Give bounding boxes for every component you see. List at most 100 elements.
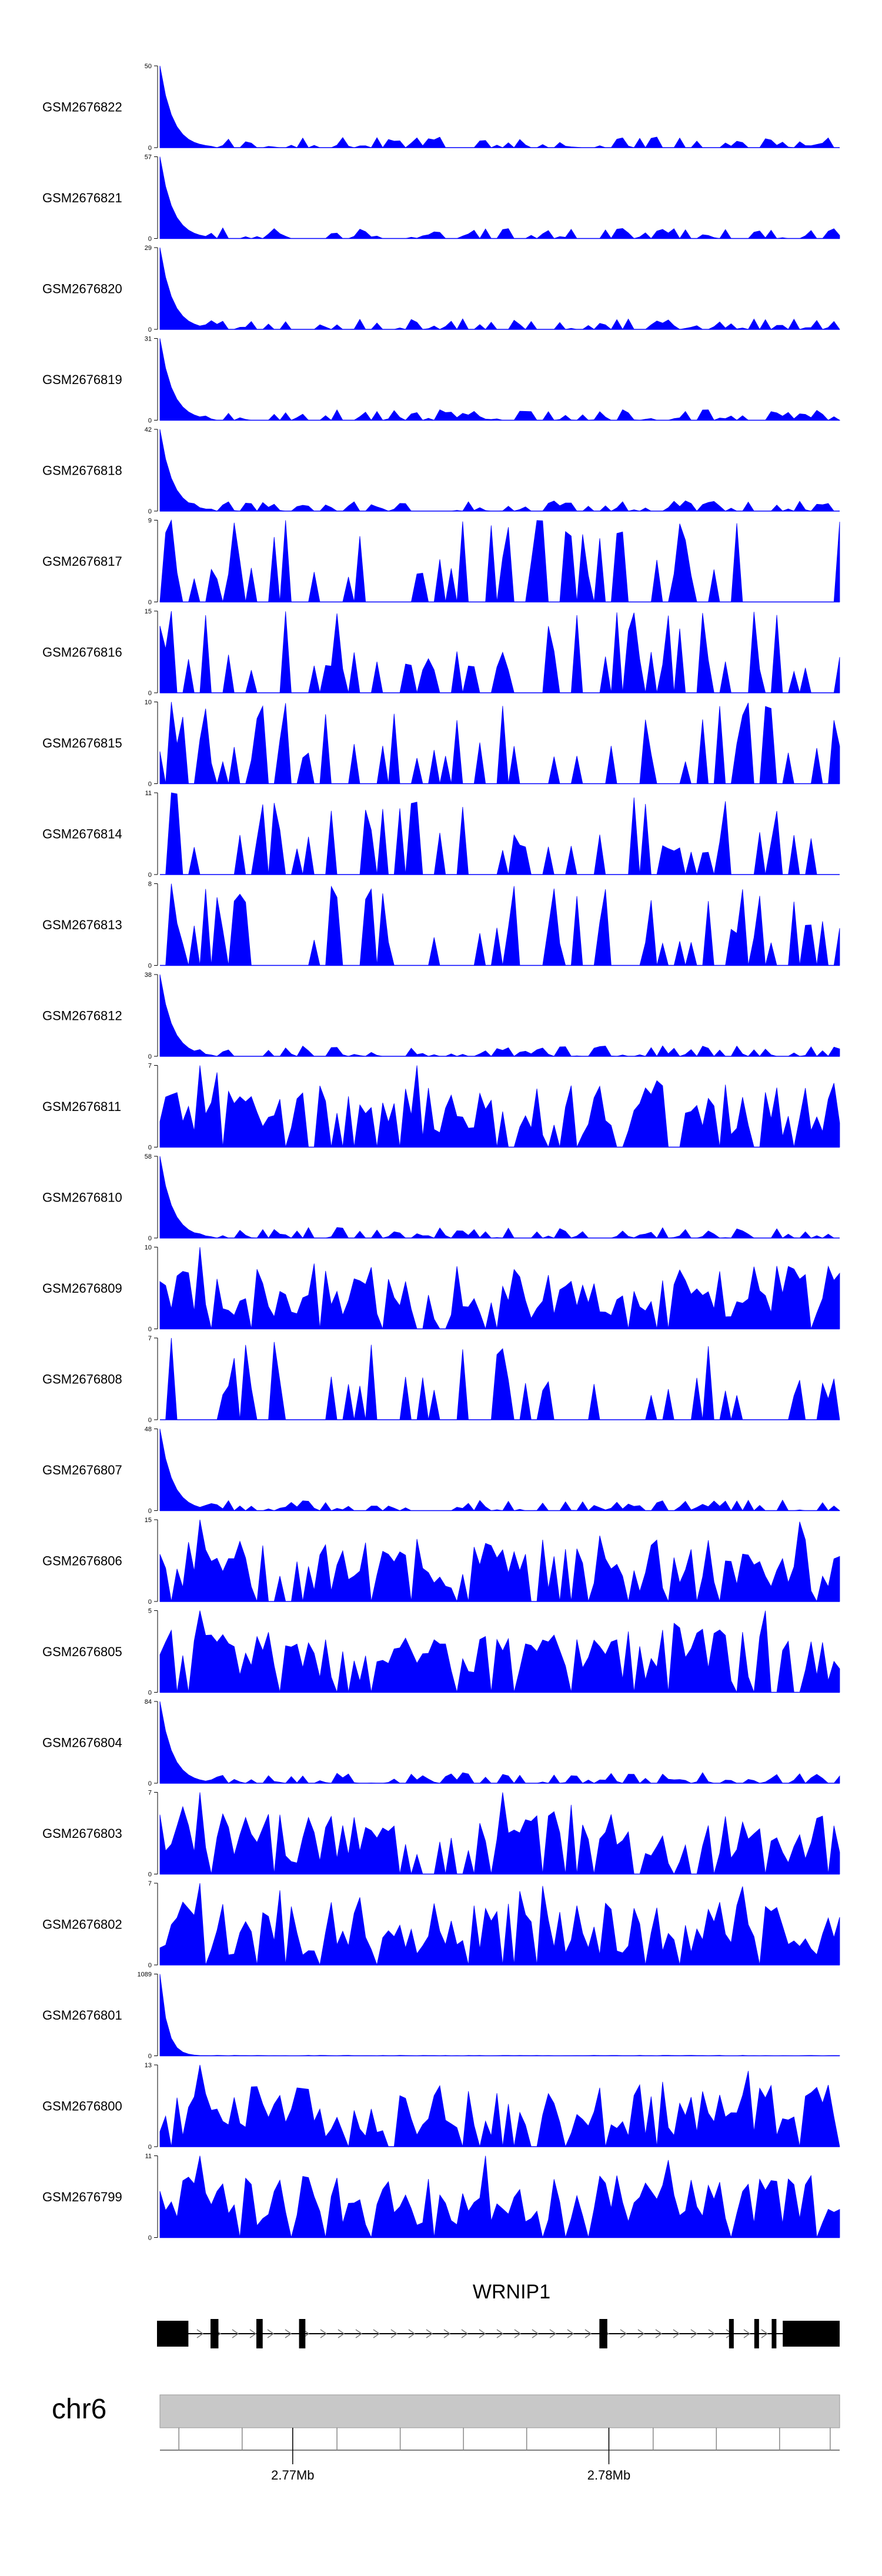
- y-min-label: 0: [148, 236, 152, 243]
- strand-chevron: [479, 2329, 486, 2338]
- coverage-area: [160, 1337, 840, 1420]
- track-label: GSM2676803: [42, 1826, 122, 1841]
- y-max-label: 42: [145, 426, 152, 433]
- y-min-label: 0: [148, 781, 152, 788]
- signal-track: GSM2676817 9 0: [42, 518, 840, 606]
- exon: [783, 2321, 840, 2347]
- track-label: GSM2676801: [42, 2008, 122, 2023]
- strand-chevron: [443, 2329, 451, 2338]
- strand-chevron: [496, 2329, 504, 2338]
- coverage-area: [159, 338, 841, 421]
- coverage-area: [159, 156, 840, 239]
- y-min-label: 0: [148, 2235, 152, 2242]
- gene-model: WRNIP1: [157, 2281, 840, 2348]
- chromosome-name: chr6: [52, 2394, 106, 2425]
- y-max-label: 38: [145, 972, 152, 979]
- track-label: GSM2676810: [42, 1190, 122, 1205]
- signal-track: GSM2676813 8 0: [42, 881, 840, 970]
- y-max-label: 7: [148, 1790, 152, 1797]
- signal-track: GSM2676801 1089 0: [42, 1971, 840, 2060]
- y-max-label: 15: [145, 608, 152, 615]
- exon: [729, 2319, 734, 2348]
- track-label: GSM2676799: [42, 2190, 122, 2204]
- signal-track: GSM2676805 5 0: [42, 1608, 840, 1697]
- coverage-area: [159, 1974, 840, 2056]
- y-max-label: 7: [148, 1063, 152, 1070]
- strand-chevron: [567, 2329, 574, 2338]
- y-min-label: 0: [148, 1871, 152, 1878]
- strand-chevron: [637, 2329, 645, 2338]
- y-max-label: 58: [145, 1153, 152, 1160]
- strand-chevron: [655, 2329, 663, 2338]
- y-min-label: 0: [148, 508, 152, 515]
- signal-track: GSM2676822 50 0: [42, 63, 840, 152]
- coverage-area: [160, 883, 840, 966]
- strand-chevron: [584, 2329, 592, 2338]
- y-min-label: 0: [148, 963, 152, 970]
- y-min-label: 0: [148, 2144, 152, 2151]
- signal-track: GSM2676812 38 0: [42, 972, 840, 1060]
- strand-chevron: [196, 2329, 204, 2338]
- signal-track: GSM2676799 11 0: [42, 2153, 840, 2242]
- strand-chevron: [461, 2329, 469, 2338]
- track-label: GSM2676816: [42, 645, 122, 660]
- strand-chevron: [373, 2329, 380, 2338]
- y-min-label: 0: [148, 1962, 152, 1969]
- signal-track: GSM2676820 29 0: [42, 245, 840, 333]
- signal-track: GSM2676803 7 0: [42, 1790, 840, 1878]
- y-max-label: 9: [148, 518, 152, 525]
- exon: [754, 2319, 759, 2348]
- y-min-label: 0: [148, 1144, 152, 1152]
- chromosome-axis: chr6 2.77Mb 2.78Mb: [52, 2394, 840, 2482]
- strand-chevron: [408, 2329, 416, 2338]
- coverage-area: [159, 1519, 840, 1603]
- track-label: GSM2676800: [42, 2099, 122, 2114]
- coverage-area: [159, 1610, 840, 1693]
- strand-chevron: [761, 2329, 769, 2338]
- y-min-label: 0: [148, 1235, 152, 1242]
- y-max-label: 15: [145, 1517, 152, 1524]
- signal-track: GSM2676802 7 0: [42, 1880, 840, 1969]
- y-min-label: 0: [148, 872, 152, 879]
- coverage-area: [159, 1792, 840, 1875]
- y-max-label: 29: [145, 245, 152, 252]
- strand-chevron: [532, 2329, 539, 2338]
- coverage-area: [159, 247, 840, 330]
- coverage-area: [160, 792, 840, 876]
- signal-track: GSM2676806 15 0: [42, 1517, 840, 1606]
- track-label: GSM2676822: [42, 100, 122, 115]
- y-min-label: 0: [148, 1417, 152, 1424]
- coverage-area: [159, 1065, 840, 1149]
- strand-chevron: [267, 2329, 275, 2338]
- y-min-label: 0: [148, 326, 152, 333]
- track-label: GSM2676821: [42, 191, 122, 205]
- track-label: GSM2676807: [42, 1463, 122, 1477]
- utr-block: [157, 2321, 164, 2347]
- coverage-area: [159, 429, 840, 512]
- y-max-label: 50: [145, 63, 152, 70]
- signal-track: GSM2676815 10 0: [42, 699, 840, 788]
- strand-chevron: [514, 2329, 522, 2338]
- signal-track: GSM2676819 31 0: [42, 336, 841, 425]
- strand-chevron: [249, 2329, 257, 2338]
- coverage-area: [159, 702, 840, 785]
- coverage-area: [159, 2155, 840, 2239]
- coverage-area: [159, 65, 840, 148]
- exon: [599, 2319, 607, 2348]
- strand-chevron: [690, 2329, 698, 2338]
- signal-track: GSM2676809 10 0: [42, 1244, 840, 1333]
- y-min-label: 0: [148, 1508, 152, 1515]
- coverage-area: [159, 2064, 840, 2148]
- coverage-area: [159, 1701, 840, 1784]
- strand-chevron: [620, 2329, 627, 2338]
- signal-track: GSM2676811 7 0: [42, 1063, 840, 1152]
- gene-name: WRNIP1: [473, 2281, 550, 2303]
- genome-tick-label: 2.77Mb: [271, 2468, 314, 2482]
- strand-chevron: [743, 2329, 751, 2338]
- track-label: GSM2676813: [42, 917, 122, 932]
- track-label: GSM2676812: [42, 1009, 122, 1023]
- coverage-area: [159, 1156, 840, 1239]
- signal-track: GSM2676814 11 0: [42, 790, 840, 879]
- signal-track: GSM2676804 84 0: [42, 1699, 840, 1787]
- y-max-label: 10: [145, 699, 152, 706]
